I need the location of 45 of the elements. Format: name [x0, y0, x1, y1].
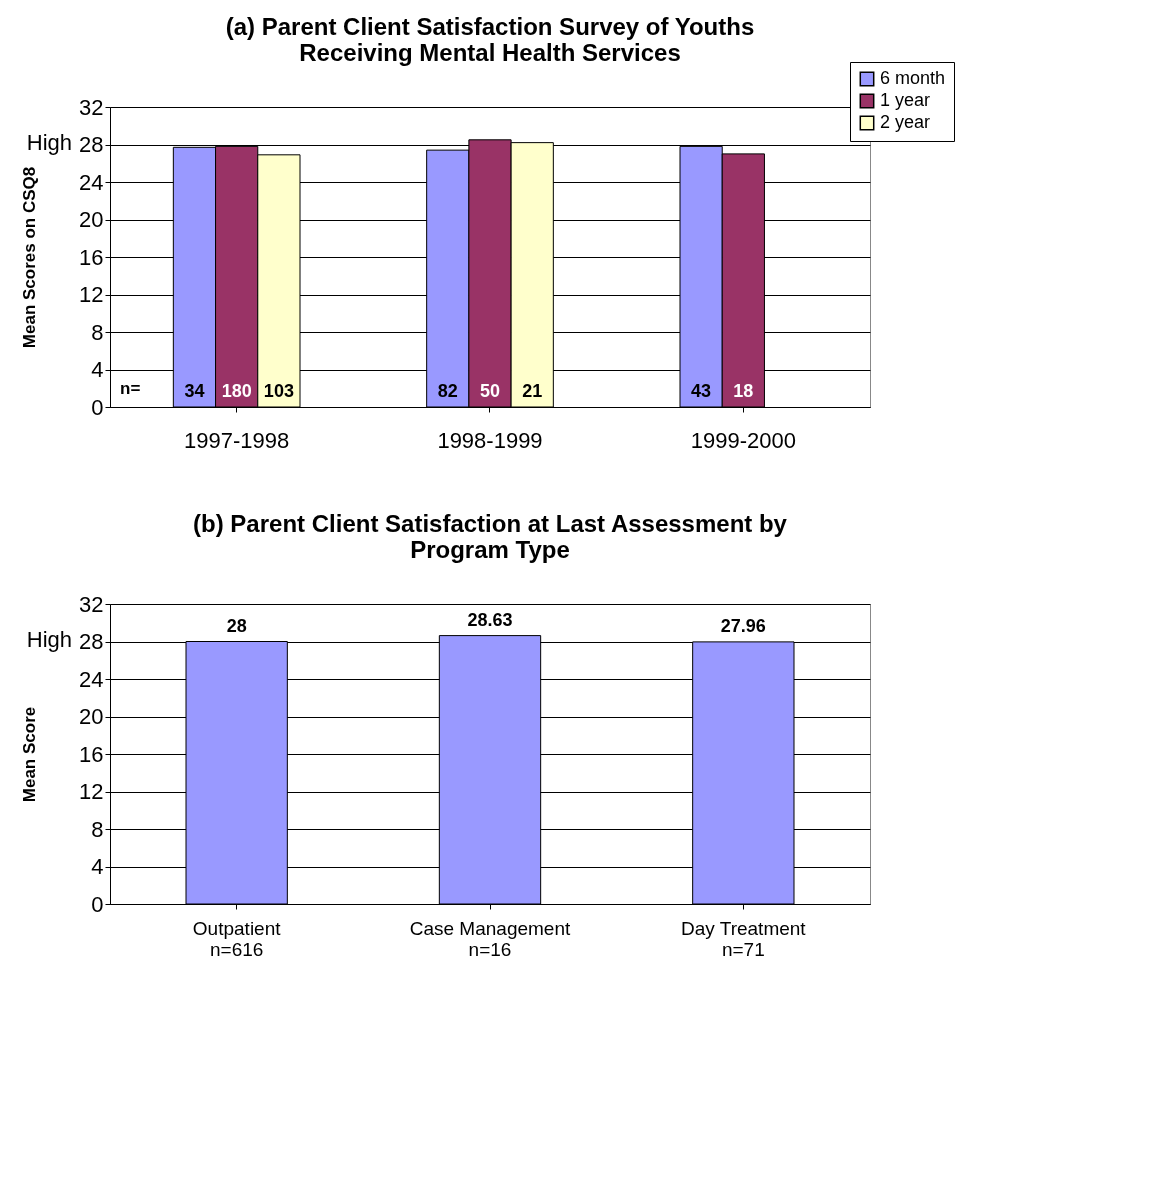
y-tick-label: 4: [91, 854, 104, 879]
annotation: 18: [733, 381, 754, 401]
annotation: 82: [437, 381, 458, 401]
y-tick-label: 20: [79, 207, 104, 232]
y-tick-label: 0: [91, 394, 104, 420]
y-axis-title: Mean Score: [20, 706, 40, 803]
y-tick-label: 24: [79, 169, 104, 195]
y-tick-label: 16: [79, 244, 104, 270]
y-tick-label: 0: [91, 891, 104, 917]
y-tick-label: 8: [91, 319, 104, 345]
chart-title: (b) Parent Client Satisfaction at Last Assessment by Program Type: [193, 510, 788, 563]
legend-label: 1 year: [880, 90, 931, 110]
text: High: [26, 627, 72, 652]
y-tick-label: 12: [79, 282, 104, 307]
x-tick-label: 1999-2000: [690, 427, 796, 453]
y-tick-label: 32: [79, 94, 104, 120]
annotation: n=: [120, 379, 141, 398]
y-tick-label: 4: [91, 357, 104, 382]
legend-label: 2 year: [880, 112, 931, 132]
annotation: 103: [263, 381, 294, 401]
data-label: 28.63: [467, 609, 513, 630]
text: High: [26, 130, 72, 155]
data-label: 27.96: [720, 615, 766, 636]
x-tick-label: Day Treatment n=71: [681, 917, 807, 960]
y-tick-label: 28: [79, 132, 104, 157]
x-tick-label: Case Management n=16: [409, 917, 571, 960]
y-tick-label: 20: [79, 704, 104, 729]
annotation: 34: [184, 381, 205, 401]
annotation: 50: [479, 381, 501, 401]
x-tick-label: 1998-1999: [437, 427, 543, 453]
data-label: 28: [226, 615, 247, 636]
y-tick-label: 16: [79, 741, 104, 767]
x-tick-label: 1997-1998: [184, 427, 290, 453]
x-tick-label: Outpatient n=616: [192, 917, 282, 960]
y-tick-label: 32: [79, 591, 104, 617]
annotation: 21: [522, 381, 543, 401]
legend-label: 6 month: [880, 68, 946, 88]
y-tick-label: 8: [91, 816, 104, 842]
y-tick-label: 28: [79, 629, 104, 654]
y-axis-title: Mean Scores on CSQ8: [20, 166, 40, 349]
y-tick-label: 24: [79, 666, 104, 692]
annotation: 180: [221, 381, 252, 401]
annotation: 43: [691, 381, 712, 401]
chart-title: (a) Parent Client Satisfaction Survey of Youths Receiving Mental Health Services: [225, 13, 755, 66]
y-tick-label: 12: [79, 779, 104, 804]
